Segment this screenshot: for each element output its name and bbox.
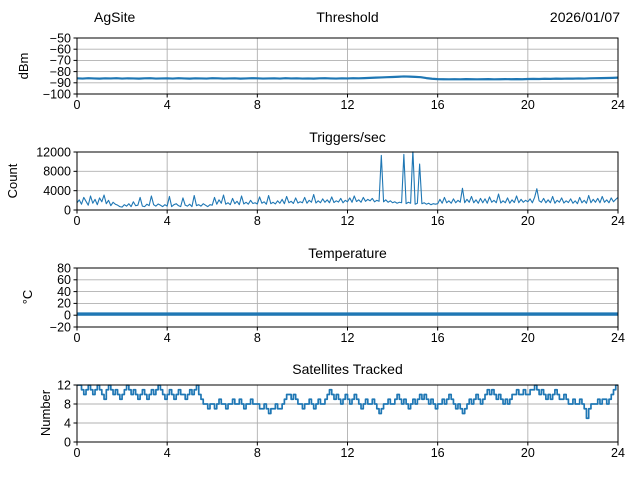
panel-title-triggers: Triggers/sec xyxy=(309,129,386,145)
x-tick-label: 20 xyxy=(521,446,535,460)
y-tick-label: −100 xyxy=(43,87,71,101)
x-tick-label: 4 xyxy=(164,331,171,345)
y-tick-label: 0 xyxy=(64,203,71,217)
x-tick-label: 0 xyxy=(74,331,81,345)
x-tick-label: 16 xyxy=(431,446,445,460)
x-tick-label: 12 xyxy=(341,214,355,228)
x-tick-label: 8 xyxy=(254,98,261,112)
x-tick-label: 0 xyxy=(74,446,81,460)
series-rssi-threshold-dbm xyxy=(77,75,618,81)
x-tick-label: 16 xyxy=(431,331,445,345)
x-tick-label: 8 xyxy=(254,214,261,228)
y-tick-label: 12000 xyxy=(36,145,71,159)
x-tick-label: 12 xyxy=(341,98,355,112)
x-tick-label: 12 xyxy=(341,331,355,345)
x-tick-label: 24 xyxy=(611,331,625,345)
panel-title-temperature: Temperature xyxy=(308,245,387,261)
x-tick-label: 0 xyxy=(74,98,81,112)
ylabel-dbm: dBm xyxy=(16,52,31,80)
x-tick-label: 24 xyxy=(611,214,625,228)
panel-title-satellites: Satellites Tracked xyxy=(292,361,403,377)
series-satellites-tracked xyxy=(77,384,618,420)
x-tick-label: 0 xyxy=(74,214,81,228)
y-tick-label: 4000 xyxy=(43,184,71,198)
y-tick-label: −20 xyxy=(50,320,71,334)
y-tick-label: 8 xyxy=(64,397,71,411)
date-label: 2026/01/07 xyxy=(549,9,620,25)
y-tick-label: 60 xyxy=(57,273,71,287)
y-tick-label: 80 xyxy=(57,261,71,275)
y-tick-label: 40 xyxy=(57,285,71,299)
x-tick-label: 20 xyxy=(521,98,535,112)
y-tick-label: 0 xyxy=(64,435,71,449)
panel-title-threshold: Threshold xyxy=(316,9,379,25)
x-tick-label: 12 xyxy=(341,446,355,460)
series-trigger-count xyxy=(77,151,618,208)
y-tick-label: −80 xyxy=(50,65,71,79)
y-tick-label: −90 xyxy=(50,76,71,90)
x-tick-label: 24 xyxy=(611,98,625,112)
x-tick-label: 8 xyxy=(254,446,261,460)
x-tick-label: 24 xyxy=(611,446,625,460)
y-tick-label: 8000 xyxy=(43,165,71,179)
ylabel-celsius: °C xyxy=(20,289,35,305)
site-label: AgSite xyxy=(94,9,136,25)
y-tick-label: 0 xyxy=(64,309,71,323)
x-tick-label: 16 xyxy=(431,214,445,228)
y-tick-label: 4 xyxy=(64,416,71,430)
y-tick-label: −60 xyxy=(50,43,71,57)
x-tick-label: 20 xyxy=(521,331,535,345)
x-tick-label: 4 xyxy=(164,446,171,460)
x-tick-label: 8 xyxy=(254,331,261,345)
ylabel-number: Number xyxy=(38,389,53,437)
x-tick-label: 4 xyxy=(164,214,171,228)
y-tick-label: −50 xyxy=(50,31,71,45)
ylabel-count: Count xyxy=(5,163,20,199)
y-tick-label: 20 xyxy=(57,297,71,311)
x-tick-label: 4 xyxy=(164,98,171,112)
x-tick-label: 16 xyxy=(431,98,445,112)
y-tick-label: 12 xyxy=(57,378,71,392)
x-tick-label: 20 xyxy=(521,214,535,228)
y-tick-label: −70 xyxy=(50,54,71,68)
